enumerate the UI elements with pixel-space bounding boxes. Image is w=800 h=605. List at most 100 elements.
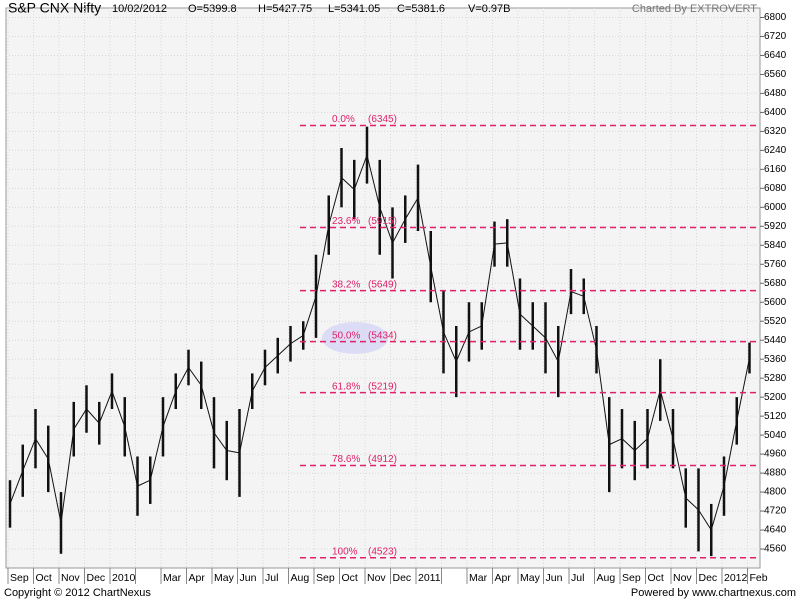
y-tick-label: 4800 xyxy=(764,487,787,498)
fib-label: 23.6% xyxy=(332,216,360,227)
price-link xyxy=(35,438,49,460)
fib-label: 100% xyxy=(332,546,358,557)
y-tick-label: 6640 xyxy=(764,50,787,61)
price-link xyxy=(341,177,355,190)
price-link xyxy=(698,509,712,531)
price-link xyxy=(468,325,482,333)
y-tick-label: 5760 xyxy=(764,259,787,270)
price-link xyxy=(264,355,279,368)
price-link xyxy=(124,426,138,487)
footer-powered: Powered by www.chartnexus.com xyxy=(631,587,796,599)
x-tick-label: Dec xyxy=(393,572,412,584)
fib-label: 38.2% xyxy=(332,279,360,290)
x-tick-label: Apr xyxy=(495,572,512,584)
price-link xyxy=(519,313,534,327)
fib-value: (4912) xyxy=(368,454,397,465)
x-tick-label: 2011 xyxy=(418,572,441,584)
fib-value: (5649) xyxy=(368,279,397,290)
price-link xyxy=(98,391,113,424)
header-high: H=5427.75 xyxy=(258,3,312,15)
price-link xyxy=(9,470,24,505)
price-link xyxy=(494,242,508,245)
price-link xyxy=(417,197,432,267)
price-link xyxy=(392,218,406,244)
y-tick-label: 6160 xyxy=(764,164,787,175)
price-link xyxy=(672,438,687,499)
y-tick-label: 5040 xyxy=(764,430,787,441)
x-tick-label: Oct xyxy=(342,572,358,584)
price-link xyxy=(290,335,304,345)
price-link xyxy=(647,389,661,439)
y-tick-label: 6240 xyxy=(764,145,787,156)
x-tick-label: Aug xyxy=(291,572,310,584)
highlight xyxy=(322,322,388,354)
y-tick-label: 5440 xyxy=(764,335,787,346)
header-credit: Charted By EXTROVERT xyxy=(632,3,757,15)
price-link xyxy=(315,225,330,297)
price-link xyxy=(73,408,87,430)
price-link xyxy=(353,154,368,190)
y-tick-label: 5520 xyxy=(764,316,787,327)
price-link xyxy=(506,242,521,315)
price-link xyxy=(659,389,674,439)
y-tick-label: 5360 xyxy=(764,354,787,365)
price-link xyxy=(634,438,648,451)
x-tick-label: May xyxy=(520,572,541,584)
price-link xyxy=(162,391,177,427)
price-link xyxy=(609,438,623,446)
x-tick-label: Mar xyxy=(163,572,182,584)
price-link xyxy=(379,207,393,244)
x-tick-label: Nov xyxy=(367,572,386,584)
x-tick-label: Oct xyxy=(36,572,52,584)
y-tick-label: 6080 xyxy=(764,183,787,194)
x-tick-label: Nov xyxy=(673,572,692,584)
fib-value: (6345) xyxy=(368,114,397,125)
price-link xyxy=(621,438,636,451)
price-link xyxy=(545,337,559,362)
y-tick-label: 5840 xyxy=(764,240,787,251)
price-link xyxy=(22,438,36,471)
price-link xyxy=(328,177,342,226)
y-tick-label: 4960 xyxy=(764,449,787,460)
x-tick-label: Sep xyxy=(622,572,641,584)
y-tick-label: 6000 xyxy=(764,202,787,213)
price-link xyxy=(596,349,610,445)
header-close: C=5381.6 xyxy=(397,3,445,15)
price-link xyxy=(137,479,151,487)
x-tick-label: Feb xyxy=(750,572,768,584)
y-tick-label: 5920 xyxy=(764,221,787,232)
x-tick-label: Sep xyxy=(316,572,335,584)
price-link xyxy=(302,296,317,336)
price-link xyxy=(149,426,164,481)
y-tick-label: 4880 xyxy=(764,468,787,479)
footer-copyright: Copyright © 2012 ChartNexus xyxy=(4,587,151,599)
price-link xyxy=(213,432,228,451)
x-tick-label: 2012 xyxy=(724,572,748,584)
fib-value: (4523) xyxy=(368,546,397,557)
price-link xyxy=(86,408,100,424)
header-date: 10/02/2012 xyxy=(112,3,167,15)
x-tick-label: Jun xyxy=(240,572,257,584)
x-tick-label: Mar xyxy=(469,572,488,584)
y-tick-label: 5680 xyxy=(764,278,787,289)
fib-label: 0.0% xyxy=(332,114,355,125)
price-link xyxy=(736,357,750,421)
y-tick-label: 5600 xyxy=(764,297,787,308)
header-volume: V=0.97B xyxy=(468,3,511,15)
x-tick-label: Aug xyxy=(597,572,616,584)
chart-title: S&P CNX Nifty xyxy=(8,0,101,16)
price-link xyxy=(583,296,597,350)
fib-label: 50.0% xyxy=(332,330,360,341)
y-tick-label: 4720 xyxy=(764,506,787,517)
y-tick-label: 5120 xyxy=(764,411,787,422)
x-tick-label: Dec xyxy=(699,572,718,584)
y-tick-label: 4560 xyxy=(764,544,787,555)
fib-value: (5915) xyxy=(368,216,397,227)
y-tick-label: 6560 xyxy=(764,69,787,80)
price-link xyxy=(200,385,215,433)
x-tick-label: Sep xyxy=(10,572,29,584)
fib-label: 78.6% xyxy=(332,454,360,465)
price-link xyxy=(60,429,75,523)
x-tick-label: Jun xyxy=(546,572,563,584)
